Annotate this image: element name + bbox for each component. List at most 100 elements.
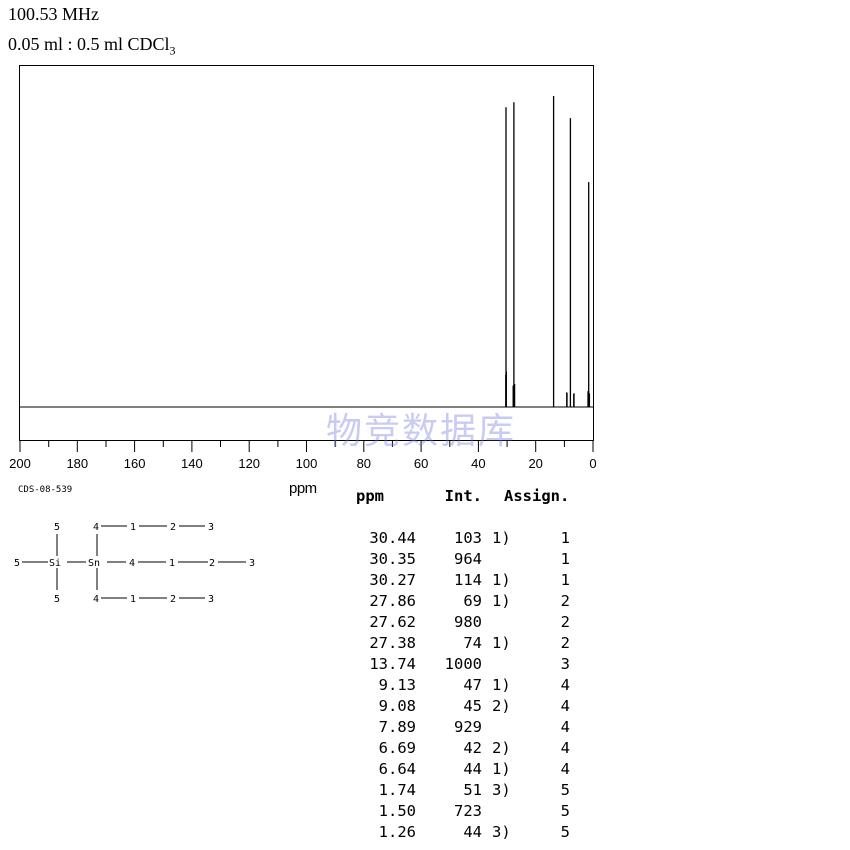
cell-assign: 4 [560,718,570,736]
cell-ppm: 30.35 [369,550,416,568]
cell-assign: 2 [560,634,570,652]
atom-me-bottom: 5 [54,594,60,605]
cell-ppm: 13.74 [369,655,416,673]
atom-middle-2: 2 [209,558,215,569]
cell-ppm: 1.26 [378,823,416,841]
cell-ppm: 30.44 [369,529,416,547]
cell-int: 980 [454,613,482,631]
cell-assign: 4 [560,760,570,778]
cell-assign: 5 [560,802,570,820]
table-row: 13.74 1000 3 [352,654,570,675]
table-row: 6.64 44 1) 4 [352,759,570,780]
header-ppm: ppm [356,487,384,505]
table-row: 1.50 723 5 [352,801,570,822]
cell-note: 2) [492,697,511,715]
cell-note: 2) [492,739,511,757]
spectrometer-frequency: 100.53 MHz [8,4,99,24]
cell-ppm: 27.62 [369,613,416,631]
cell-note: 1) [492,634,511,652]
x-tick-label: 200 [9,456,31,471]
table-row: 1.74 51 3) 5 [352,780,570,801]
plot-frame [19,65,594,441]
cell-ppm: 6.69 [378,739,416,757]
nmr-spectrum-chart: 200 180 160 140 120 100 80 60 40 20 0 [9,65,597,471]
cell-int: 723 [454,802,482,820]
cell-int: 45 [463,697,482,715]
cell-ppm: 7.89 [378,718,416,736]
cell-assign: 1 [560,571,570,589]
table-row: 30.35 964 1 [352,549,570,570]
table-row: 9.08 45 2) 4 [352,696,570,717]
watermark-text: 物竞数据库 [326,411,517,452]
cell-note: 3) [492,823,511,841]
cell-assign: 2 [560,592,570,610]
table-row: 27.38 74 1) 2 [352,633,570,654]
cell-ppm: 1.74 [378,781,416,799]
cell-ppm: 9.08 [378,697,416,715]
table-row: 1.26 44 3) 5 [352,822,570,843]
atom-lower-4: 4 [93,594,99,605]
x-tick-label: 60 [414,456,428,471]
x-tick-label: 160 [124,456,146,471]
cell-assign: 4 [560,739,570,757]
atom-si: Si [49,558,61,569]
structure-bonds [22,525,246,599]
atom-middle-3: 3 [249,558,255,569]
cell-ppm: 30.27 [369,571,416,589]
atom-upper-2: 2 [170,522,176,533]
cell-int: 44 [463,823,482,841]
x-tick-label: 80 [357,456,371,471]
table-row: 7.89 929 4 [352,717,570,738]
x-tick-label: 20 [528,456,542,471]
cell-int: 964 [454,550,482,568]
cell-note: 1) [492,592,511,610]
atom-upper-3: 3 [208,522,214,533]
solvent-info: 0.05 ml : 0.5 ml CDCl3 [8,33,176,62]
cell-ppm: 27.86 [369,592,416,610]
cell-int: 1000 [444,655,482,673]
cell-assign: 2 [560,613,570,631]
atom-upper-4: 4 [93,522,99,533]
peak-table-header: ppm Int. Assign. [352,486,570,507]
compound-id: CDS-08-539 [18,485,73,495]
cell-note: 1) [492,760,511,778]
atom-upper-1: 1 [130,522,136,533]
cell-assign: 5 [560,781,570,799]
cell-assign: 4 [560,697,570,715]
cell-int: 114 [454,571,482,589]
table-spacer [352,507,570,528]
cell-note [482,654,540,675]
cell-note: 1) [492,529,511,547]
cell-assign: 4 [560,676,570,694]
cell-int: 44 [463,760,482,778]
x-tick-label: 100 [296,456,318,471]
table-row: 30.44 103 1) 1 [352,528,570,549]
cell-ppm: 6.64 [378,760,416,778]
cell-int: 929 [454,718,482,736]
x-axis-ticks: 200 180 160 140 120 100 80 60 40 20 0 [9,441,597,471]
table-row: 6.69 42 2) 4 [352,738,570,759]
x-tick-label: 140 [181,456,203,471]
cell-note [482,717,540,738]
cell-note [482,549,540,570]
cell-int: 51 [463,781,482,799]
peak-table: ppm Int. Assign. 30.44 103 1) 1 30.35 964 1 30.… [352,486,570,843]
cell-note: 3) [492,781,511,799]
atom-me-top: 5 [54,522,60,533]
header-assign: Assign. [504,487,570,505]
atom-middle-1: 1 [169,558,175,569]
cell-note [482,801,540,822]
atom-lower-3: 3 [208,594,214,605]
cell-int: 74 [463,634,482,652]
atom-sn: Sn [88,558,100,569]
cell-ppm: 27.38 [369,634,416,652]
cell-int: 69 [463,592,482,610]
header-int: Int. [444,487,482,505]
table-row: 27.86 69 1) 2 [352,591,570,612]
solvent-subscript: 3 [169,43,176,58]
x-tick-label: 40 [471,456,485,471]
table-row: 30.27 114 1) 1 [352,570,570,591]
x-tick-label: 120 [238,456,260,471]
cell-int: 103 [454,529,482,547]
cell-note [482,612,540,633]
